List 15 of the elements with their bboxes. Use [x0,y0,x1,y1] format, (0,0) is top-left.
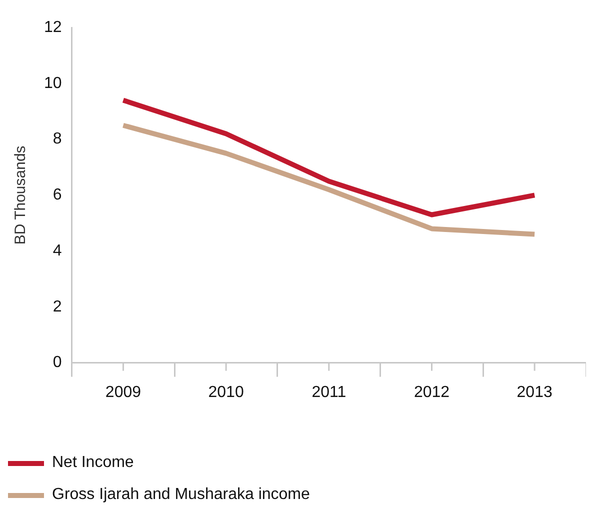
y-tick-label: 0 [52,354,62,372]
y-tick-label: 8 [52,130,62,148]
legend-label: Net Income [52,454,134,472]
x-tick-label: 2011 [312,384,346,401]
y-tick-label: 10 [44,74,62,92]
x-tick-label: 2012 [414,384,450,401]
x-tick-label: 2013 [516,384,552,401]
y-tick-label: 12 [44,19,62,36]
x-tick-label: 2009 [105,384,142,401]
y-tick-label: 4 [52,242,62,260]
legend-label: Gross Ijarah and Musharaka income [52,486,310,504]
y-tick-label: 6 [52,186,62,204]
x-tick-label: 2010 [208,384,244,401]
y-tick-label: 2 [52,298,62,316]
y-axis-title: BD Thousands [12,146,30,245]
